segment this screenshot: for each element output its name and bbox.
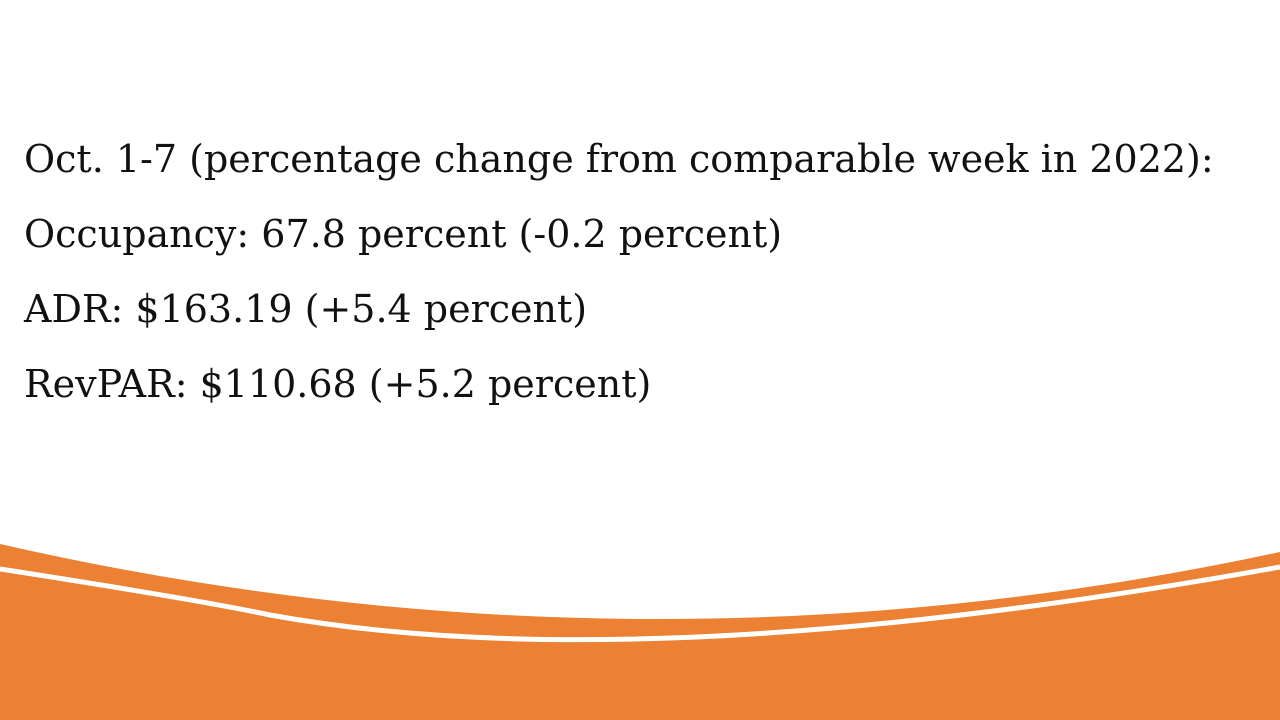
week-heading: Oct. 1-7 (percentage change from compara… <box>24 137 1214 181</box>
adr-line: ADR: $163.19 (+5.4 percent) <box>24 287 588 331</box>
revpar-line: RevPAR: $110.68 (+5.2 percent) <box>24 362 652 406</box>
occupancy-line: Occupancy: 67.8 percent (-0.2 percent) <box>24 212 783 256</box>
slide-text-block: Oct. 1-7 (percentage change from compara… <box>24 136 1264 436</box>
orange-wave-fill <box>0 544 1280 720</box>
white-swoosh-line <box>0 564 1280 643</box>
orange-wave-decoration <box>0 544 1280 720</box>
